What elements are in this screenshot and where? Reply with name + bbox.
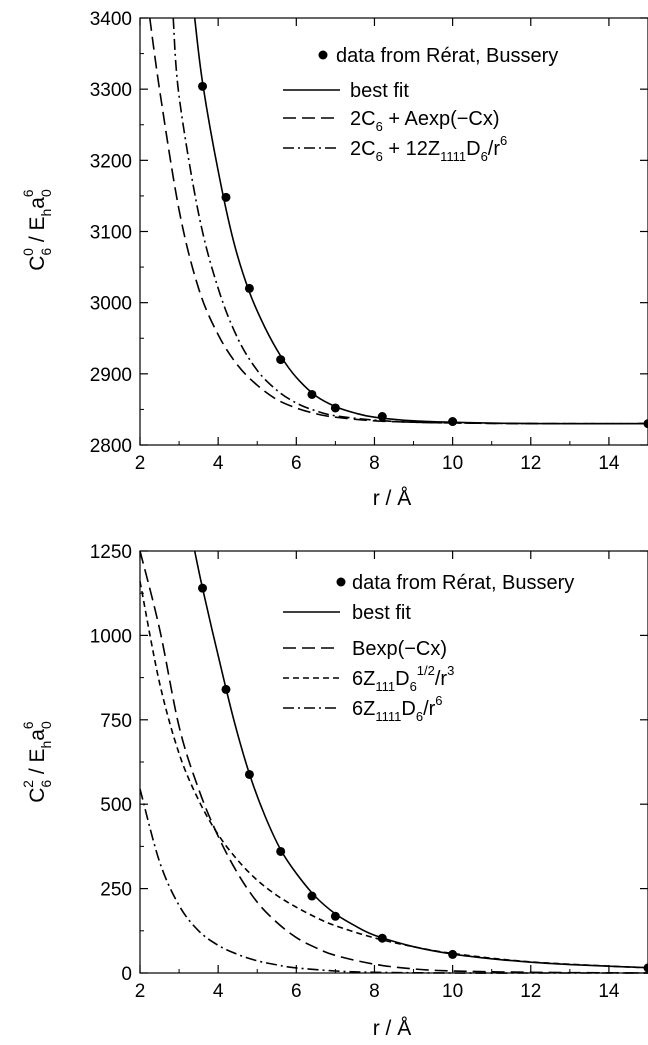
y-tick-label: 1000 — [90, 626, 132, 647]
legend-label-z1111: 2C6 + 12Z1111D6/r6 — [350, 133, 507, 164]
x-tick-label: 8 — [369, 981, 380, 1002]
axis-ticks: 2 4 6 8 10 12 14 0 250 500 750 1000 1250 — [90, 542, 648, 1002]
legend-label-data: data from Rérat, Bussery — [352, 572, 574, 594]
x-tick-label: 12 — [520, 981, 541, 1002]
series-group — [149, 17, 648, 429]
data-point — [307, 891, 317, 901]
x-tick-label: 14 — [598, 981, 620, 1002]
legend-marker-data — [318, 50, 328, 60]
x-tick-label: 4 — [213, 453, 224, 474]
y-tick-label: 250 — [100, 880, 132, 901]
legend-label-bestfit: best fit — [352, 602, 411, 624]
y-tick-label: 3100 — [90, 223, 132, 244]
y-tick-label: 2800 — [90, 436, 132, 457]
data-point — [276, 355, 286, 365]
y-tick-label: 750 — [100, 711, 132, 732]
y-tick-label: 3300 — [90, 80, 132, 101]
panel-top: 2 4 6 8 10 12 14 2800 2900 3000 3100 3200 3300 3400 C… — [20, 9, 648, 510]
data-point — [377, 412, 387, 422]
data-point — [307, 389, 317, 399]
series-line — [139, 550, 648, 974]
x-tick-label: 12 — [520, 453, 541, 474]
x-axis-label: r / Å — [373, 1017, 412, 1040]
y-tick-label: 2900 — [90, 365, 132, 386]
x-tick-label: 6 — [291, 981, 302, 1002]
series-line — [193, 17, 648, 425]
legend-label-data: data from Rérat, Bussery — [336, 45, 558, 67]
series-line — [172, 17, 648, 425]
y-tick-label: 1250 — [90, 542, 132, 563]
x-tick-label: 2 — [135, 453, 146, 474]
legend-marker-data — [336, 577, 346, 587]
data-point — [330, 911, 340, 921]
x-tick-label: 6 — [291, 453, 302, 474]
legend: data from Rérat, Bussery best fit Bexp(−… — [283, 572, 574, 724]
x-tick-label: 14 — [598, 453, 620, 474]
x-axis-label: r / Å — [373, 487, 412, 510]
x-tick-label: 4 — [213, 981, 224, 1002]
x-tick-label: 10 — [442, 453, 463, 474]
y-axis-label: C62 / Eha06 — [20, 721, 54, 803]
series-group — [139, 550, 648, 974]
legend-label-z1111: 6Z1111D6/r6 — [352, 693, 443, 724]
series-line — [139, 581, 648, 969]
panel-bottom: 2 4 6 8 10 12 14 0 250 500 750 1000 1250 C62 / Eha06… — [20, 542, 648, 1040]
legend-label-z111: 6Z111D61/2/r3 — [352, 663, 454, 694]
y-tick-label: 3000 — [90, 294, 132, 315]
legend-label-bestfit: best fit — [350, 80, 409, 102]
x-tick-label: 8 — [369, 453, 380, 474]
y-tick-label: 500 — [100, 795, 132, 816]
y-axis-label: C60 / Eha06 — [20, 189, 54, 271]
series-line — [149, 17, 648, 425]
series-line — [139, 788, 648, 974]
x-tick-label: 10 — [442, 981, 463, 1002]
series-line — [193, 550, 648, 969]
legend-label-aexp: 2C6 + Aexp(−Cx) — [350, 108, 500, 134]
y-tick-label: 3400 — [90, 9, 132, 30]
x-tick-label: 2 — [135, 981, 146, 1002]
legend-label-bexp: Bexp(−Cx) — [352, 638, 447, 660]
legend: data from Rérat, Bussery best fit 2C6 + … — [283, 45, 558, 164]
y-tick-label: 0 — [121, 964, 132, 985]
y-tick-label: 3200 — [90, 151, 132, 172]
axis-ticks: 2 4 6 8 10 12 14 2800 2900 3000 3100 3200 3300 3400 — [90, 9, 648, 474]
